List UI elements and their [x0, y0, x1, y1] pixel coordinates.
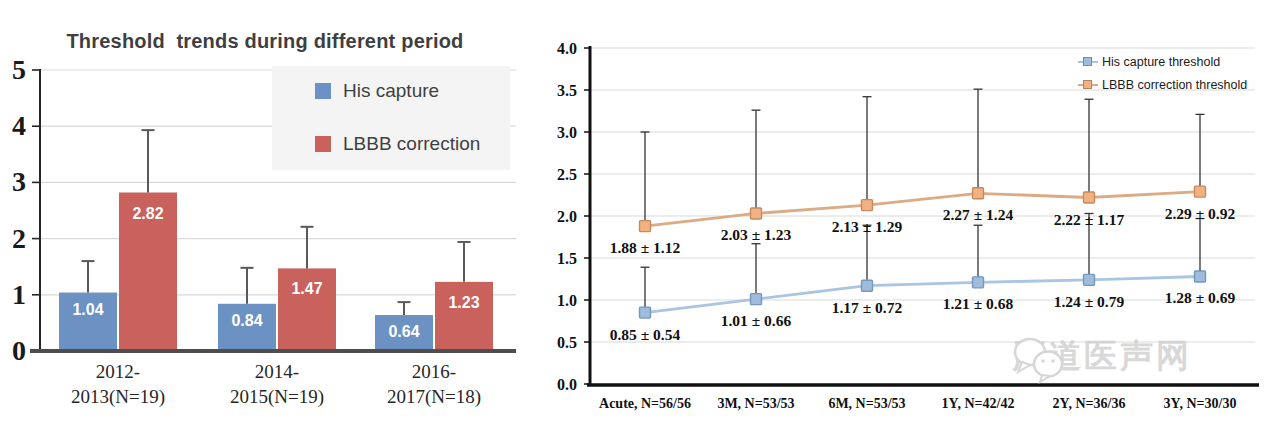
data-label: 1.24 ± 0.79 — [1054, 293, 1125, 310]
data-label: 2.29 ± 0.92 — [1165, 205, 1236, 222]
legend-entry-lbbb-correction: LBBB correction — [315, 133, 480, 155]
series-marker — [640, 307, 651, 318]
series-marker — [973, 188, 984, 199]
series-marker — [751, 208, 762, 219]
legend-entry-his-capture: His capture — [315, 80, 439, 102]
series-marker — [640, 221, 651, 232]
data-label: 2.13 ± 1.29 — [832, 218, 903, 235]
series-marker — [1084, 274, 1095, 285]
y-tick-label: 0.5 — [557, 334, 577, 351]
data-label: 1.21 ± 0.68 — [943, 295, 1014, 312]
series-marker — [862, 200, 873, 211]
y-tick-label: 3.5 — [557, 82, 577, 99]
y-tick-label: 2.5 — [557, 166, 577, 183]
data-label: 1.01 ± 0.66 — [721, 312, 792, 329]
series-marker — [862, 280, 873, 291]
legend-label: His capture threshold — [1102, 55, 1220, 69]
y-tick-label: 0.0 — [557, 376, 577, 393]
y-tick-label: 4.0 — [557, 40, 577, 57]
figure-canvas: Threshold trends during different period… — [0, 0, 1280, 429]
bar-chart-legend: His capture LBBB correction — [272, 66, 510, 170]
x-category-label: 6M, N=53/53 — [828, 396, 905, 411]
data-label: 2.03 ± 1.23 — [721, 226, 792, 243]
lbbb-correction-swatch-icon — [315, 136, 331, 152]
y-tick-label: 1.5 — [557, 250, 577, 267]
watermark: 严道医声网 — [1012, 334, 1192, 379]
lbbb-correction-threshold-marker-icon — [1078, 80, 1098, 90]
legend-entry-his-capture-threshold: His capture threshold — [1078, 50, 1247, 73]
series-marker — [1084, 192, 1095, 203]
data-label: 2.22 ± 1.17 — [1054, 211, 1125, 228]
chat-bubbles-icon — [1012, 334, 1074, 384]
series-marker — [1195, 271, 1206, 282]
data-label: 1.17 ± 0.72 — [832, 299, 903, 316]
x-category-label: 3Y, N=30/30 — [1164, 396, 1237, 411]
x-category-label: 2Y, N=36/36 — [1053, 396, 1126, 411]
legend-label: LBBB correction threshold — [1102, 78, 1247, 92]
y-tick-label: 2.0 — [557, 208, 577, 225]
data-label: 0.85 ± 0.54 — [610, 326, 681, 343]
y-tick-label: 3.0 — [557, 124, 577, 141]
x-category-label: Acute, N=56/56 — [599, 396, 691, 411]
data-label: 2.27 ± 1.24 — [943, 206, 1014, 223]
data-label: 1.28 ± 0.69 — [1165, 289, 1236, 306]
x-category-label: 3M, N=53/53 — [717, 396, 794, 411]
data-label: 1.88 ± 1.12 — [610, 239, 681, 256]
series-marker — [973, 277, 984, 288]
legend-label: His capture — [343, 80, 439, 102]
legend-entry-lbbb-correction-threshold: LBBB correction threshold — [1078, 73, 1247, 96]
his-capture-threshold-marker-icon — [1078, 57, 1098, 67]
series-marker — [751, 294, 762, 305]
legend-label: LBBB correction — [343, 133, 480, 155]
line-chart-legend: His capture threshold LBBB correction th… — [1078, 50, 1247, 96]
his-capture-swatch-icon — [315, 83, 331, 99]
x-category-label: 1Y, N=42/42 — [942, 396, 1015, 411]
y-tick-label: 1.0 — [557, 292, 577, 309]
series-marker — [1195, 186, 1206, 197]
